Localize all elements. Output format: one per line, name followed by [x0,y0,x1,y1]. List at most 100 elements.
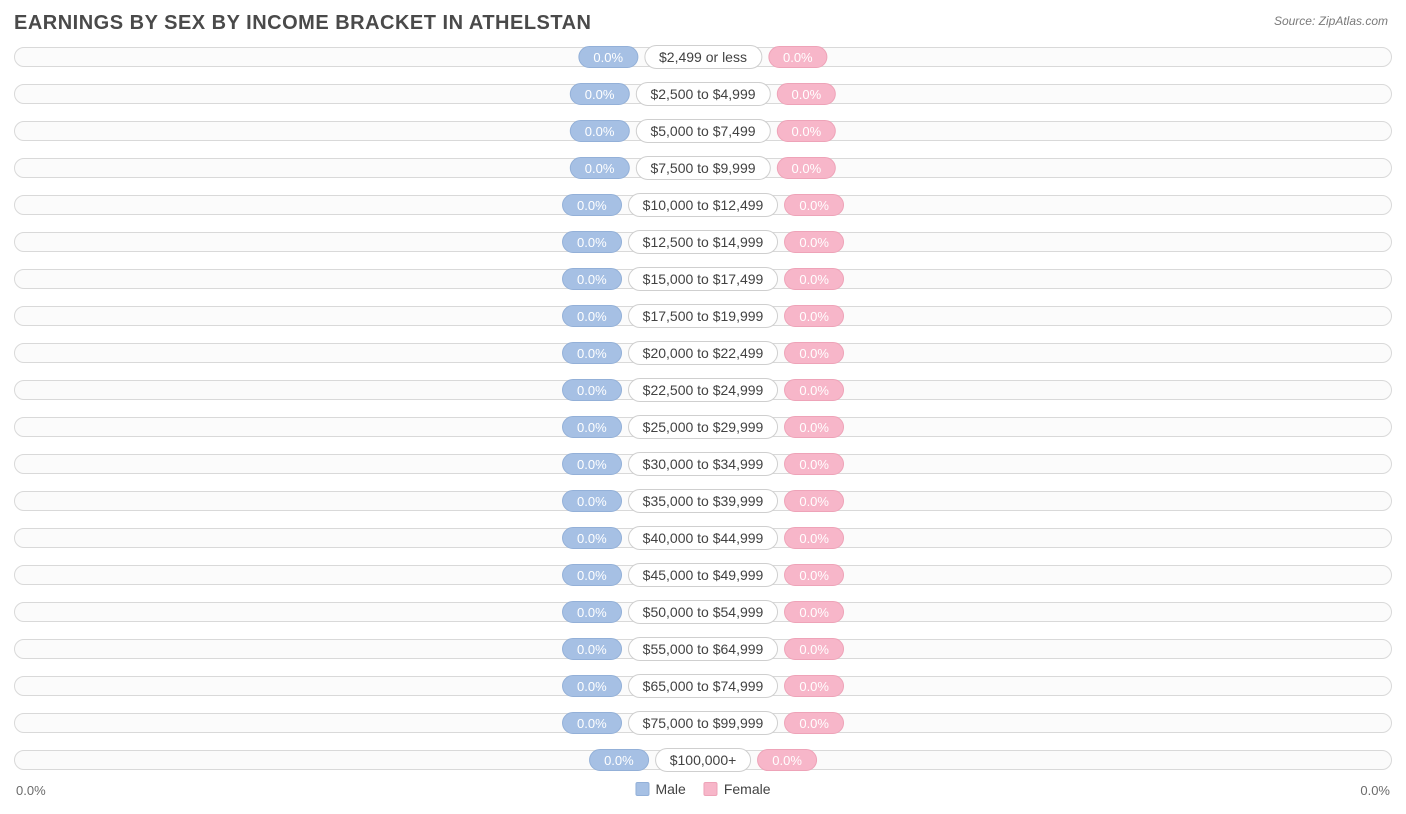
bracket-label: $35,000 to $39,999 [628,489,779,513]
row-center-group: 0.0%$10,000 to $12,4990.0% [562,193,844,217]
female-value-pill: 0.0% [777,83,837,105]
male-value-pill: 0.0% [562,564,622,586]
row-center-group: 0.0% $2,499 or less 0.0% [578,45,827,69]
chart-row: 0.0%$40,000 to $44,9990.0% [14,522,1392,555]
bracket-label: $2,500 to $4,999 [635,82,770,106]
bracket-label: $30,000 to $34,999 [628,452,779,476]
row-center-group: 0.0%$100,000+0.0% [589,748,817,772]
female-value-pill: 0.0% [784,490,844,512]
row-center-group: 0.0%$75,000 to $99,9990.0% [562,711,844,735]
bracket-label: $100,000+ [655,748,752,772]
male-value-pill: 0.0% [562,638,622,660]
chart-row: 0.0%$2,500 to $4,9990.0% [14,78,1392,111]
chart-footer: 0.0% Male Female 0.0% [14,781,1392,805]
chart-area: 0.0%$2,499 or less0.0%0.0%$2,500 to $4,9… [14,41,1392,777]
chart-row: 0.0%$65,000 to $74,9990.0% [14,670,1392,703]
source-attribution: Source: ZipAtlas.com [1274,14,1388,28]
male-value-pill: 0.0% [562,601,622,623]
chart-row: 0.0%$75,000 to $99,9990.0% [14,707,1392,740]
row-center-group: 0.0%$22,500 to $24,9990.0% [562,378,844,402]
legend-label-female: Female [724,781,771,797]
axis-label-right: 0.0% [1360,783,1390,798]
row-center-group: 0.0%$40,000 to $44,9990.0% [562,526,844,550]
row-center-group: 0.0%$30,000 to $34,9990.0% [562,452,844,476]
row-center-group: 0.0%$45,000 to $49,9990.0% [562,563,844,587]
bracket-label: $25,000 to $29,999 [628,415,779,439]
bracket-label: $12,500 to $14,999 [628,230,779,254]
row-center-group: 0.0%$2,500 to $4,9990.0% [570,82,836,106]
row-center-group: 0.0%$17,500 to $19,9990.0% [562,304,844,328]
bracket-label: $2,499 or less [644,45,762,69]
female-value-pill: 0.0% [784,453,844,475]
bracket-label: $17,500 to $19,999 [628,304,779,328]
bracket-label: $50,000 to $54,999 [628,600,779,624]
row-center-group: 0.0%$35,000 to $39,9990.0% [562,489,844,513]
chart-row: 0.0%$30,000 to $34,9990.0% [14,448,1392,481]
male-value-pill: 0.0% [562,268,622,290]
female-value-pill: 0.0% [784,379,844,401]
female-value-pill: 0.0% [784,638,844,660]
female-value-pill: 0.0% [777,120,837,142]
legend-item-male: Male [635,781,685,797]
row-center-group: 0.0%$12,500 to $14,9990.0% [562,230,844,254]
female-value-pill: 0.0% [784,564,844,586]
male-value-pill: 0.0% [562,490,622,512]
bracket-label: $7,500 to $9,999 [635,156,770,180]
row-center-group: 0.0%$15,000 to $17,4990.0% [562,267,844,291]
female-value-pill: 0.0% [768,46,828,68]
chart-row: 0.0%$20,000 to $22,4990.0% [14,337,1392,370]
chart-row: 0.0%$5,000 to $7,4990.0% [14,115,1392,148]
row-center-group: 0.0%$50,000 to $54,9990.0% [562,600,844,624]
chart-title: EARNINGS BY SEX BY INCOME BRACKET IN ATH… [14,12,1392,35]
axis-label-left: 0.0% [16,783,46,798]
legend-swatch-female [704,782,718,796]
row-center-group: 0.0%$25,000 to $29,9990.0% [562,415,844,439]
male-value-pill: 0.0% [562,712,622,734]
female-value-pill: 0.0% [784,601,844,623]
male-value-pill: 0.0% [562,379,622,401]
chart-row: 0.0%$55,000 to $64,9990.0% [14,633,1392,666]
female-value-pill: 0.0% [784,194,844,216]
female-value-pill: 0.0% [784,416,844,438]
chart-row: 0.0%$45,000 to $49,9990.0% [14,559,1392,592]
male-value-pill: 0.0% [562,416,622,438]
male-value-pill: 0.0% [562,453,622,475]
chart-row: 0.0%$17,500 to $19,9990.0% [14,300,1392,333]
male-value-pill: 0.0% [589,749,649,771]
chart-row: 0.0%$50,000 to $54,9990.0% [14,596,1392,629]
female-value-pill: 0.0% [784,675,844,697]
female-value-pill: 0.0% [784,231,844,253]
chart-row: 0.0% $2,499 or less 0.0% [14,41,1392,74]
row-center-group: 0.0%$5,000 to $7,4990.0% [570,119,836,143]
chart-row: 0.0%$15,000 to $17,4990.0% [14,263,1392,296]
female-value-pill: 0.0% [757,749,817,771]
row-center-group: 0.0%$65,000 to $74,9990.0% [562,674,844,698]
male-value-pill: 0.0% [562,675,622,697]
row-center-group: 0.0%$55,000 to $64,9990.0% [562,637,844,661]
legend: Male Female [635,781,770,797]
chart-row: 0.0%$35,000 to $39,9990.0% [14,485,1392,518]
male-value-pill: 0.0% [570,157,630,179]
row-center-group: 0.0%$7,500 to $9,9990.0% [570,156,836,180]
bracket-label: $40,000 to $44,999 [628,526,779,550]
female-value-pill: 0.0% [784,305,844,327]
bracket-label: $45,000 to $49,999 [628,563,779,587]
male-value-pill: 0.0% [578,46,638,68]
bracket-label: $20,000 to $22,499 [628,341,779,365]
male-value-pill: 0.0% [562,527,622,549]
female-value-pill: 0.0% [784,342,844,364]
legend-label-male: Male [655,781,685,797]
bracket-label: $15,000 to $17,499 [628,267,779,291]
bracket-label: $75,000 to $99,999 [628,711,779,735]
row-center-group: 0.0%$20,000 to $22,4990.0% [562,341,844,365]
female-value-pill: 0.0% [777,157,837,179]
male-value-pill: 0.0% [570,83,630,105]
chart-row: 0.0%$12,500 to $14,9990.0% [14,226,1392,259]
chart-row: 0.0%$22,500 to $24,9990.0% [14,374,1392,407]
chart-row: 0.0%$100,000+0.0% [14,744,1392,777]
chart-row: 0.0%$10,000 to $12,4990.0% [14,189,1392,222]
male-value-pill: 0.0% [570,120,630,142]
bracket-label: $10,000 to $12,499 [628,193,779,217]
male-value-pill: 0.0% [562,305,622,327]
male-value-pill: 0.0% [562,194,622,216]
